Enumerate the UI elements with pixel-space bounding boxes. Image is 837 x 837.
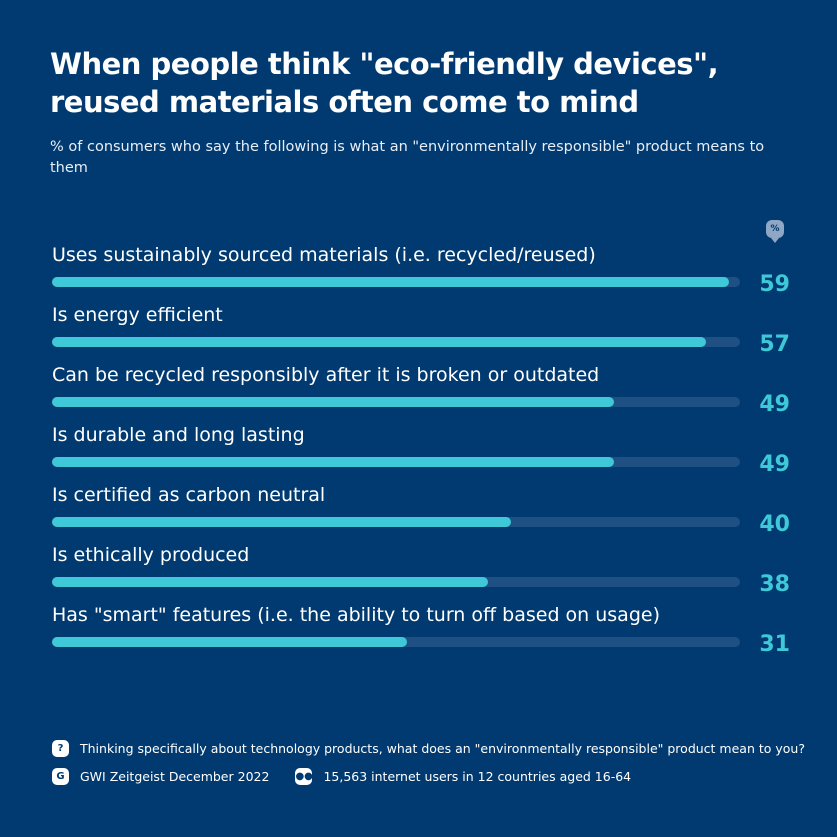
bar-row: Is certified as carbon neutral 40 <box>0 484 837 544</box>
bar-row: Is energy efficient 57 <box>0 304 837 364</box>
bar-track <box>52 337 740 347</box>
bar-value-label: 49 <box>759 452 790 477</box>
bar-label: Is durable and long lasting <box>52 424 305 446</box>
chart-subtitle: % of consumers who say the following is … <box>50 139 765 176</box>
bar-value-label: 38 <box>759 572 790 597</box>
bar-track <box>52 397 740 407</box>
bar-track <box>52 277 740 287</box>
question-note: ? Thinking specifically about technology… <box>52 740 805 757</box>
bar-row: Can be recycled responsibly after it is … <box>0 364 837 424</box>
bar-row: Has "smart" features (i.e. the ability t… <box>0 604 837 664</box>
source-note: G GWI Zeitgeist December 2022 ●● 15,563 … <box>52 768 631 785</box>
bar <box>52 397 614 407</box>
bar <box>52 517 511 527</box>
bar-row: Uses sustainably sourced materials (i.e.… <box>0 244 837 304</box>
percent-icon: % <box>766 220 784 243</box>
gwi-logo-icon: G <box>52 768 69 785</box>
bar-value-label: 59 <box>759 272 790 297</box>
bar-track <box>52 637 740 647</box>
bar-label: Has "smart" features (i.e. the ability t… <box>52 604 660 626</box>
bar-track <box>52 517 740 527</box>
bar-value-label: 49 <box>759 392 790 417</box>
bar <box>52 337 706 347</box>
bar-track <box>52 457 740 467</box>
question-text: Thinking specifically about technology p… <box>80 741 805 756</box>
bar-label: Is energy efficient <box>52 304 223 326</box>
bar-row: Is durable and long lasting 49 <box>0 424 837 484</box>
bar-value-label: 57 <box>759 332 790 357</box>
bar <box>52 457 614 467</box>
bar-label: Is certified as carbon neutral <box>52 484 326 506</box>
bar <box>52 577 488 587</box>
bar-label: Is ethically produced <box>52 544 250 566</box>
bar <box>52 277 729 287</box>
bar <box>52 637 408 647</box>
bar-label: Uses sustainably sourced materials (i.e.… <box>52 244 596 266</box>
bar-row: Is ethically produced 38 <box>0 544 837 604</box>
bar-label: Can be recycled responsibly after it is … <box>52 364 600 386</box>
source-text: GWI Zeitgeist December 2022 <box>80 769 270 784</box>
question-icon: ? <box>52 740 69 757</box>
sample-text: 15,563 internet users in 12 countries ag… <box>323 769 632 784</box>
bar-track <box>52 577 740 587</box>
bar-value-label: 31 <box>759 632 790 657</box>
bar-value-label: 40 <box>759 512 790 537</box>
users-icon: ●● <box>295 768 313 785</box>
chart-title: When people think "eco-friendly devices"… <box>50 47 719 119</box>
